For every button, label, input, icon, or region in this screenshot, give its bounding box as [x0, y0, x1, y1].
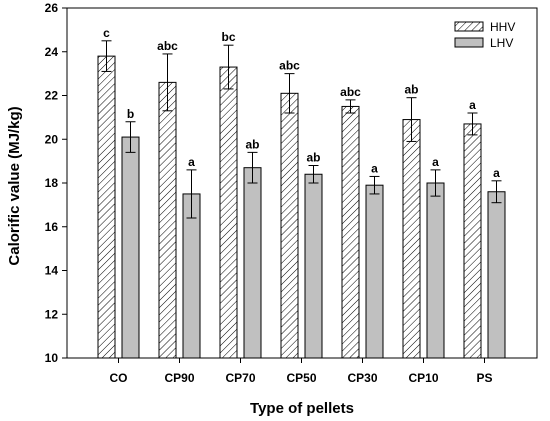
legend-swatch-hhv	[454, 21, 484, 32]
significance-label: abc	[340, 85, 361, 99]
y-tick-label: 22	[45, 89, 59, 103]
significance-label: a	[432, 155, 439, 169]
significance-label: ab	[404, 83, 418, 97]
bar-lhv	[304, 173, 323, 359]
bar-hhv	[97, 55, 116, 359]
significance-label: c	[103, 26, 110, 40]
y-tick-label: 20	[45, 132, 59, 146]
significance-label: a	[371, 161, 378, 175]
bar-lhv	[182, 193, 201, 359]
legend-swatch-lhv	[454, 37, 484, 48]
significance-label: ab	[306, 151, 320, 165]
y-tick-label: 26	[45, 1, 59, 15]
significance-label: ab	[245, 137, 259, 151]
bar-hhv	[402, 119, 421, 359]
significance-label: b	[127, 107, 134, 121]
y-tick-label: 16	[45, 220, 59, 234]
y-tick-label: 24	[45, 45, 59, 59]
x-tick-label: CO	[110, 371, 128, 385]
x-tick-label: CP30	[347, 371, 377, 385]
significance-label: abc	[157, 39, 178, 53]
y-tick-label: 10	[45, 351, 59, 365]
y-tick-label: 12	[45, 307, 59, 321]
bar-hhv	[280, 92, 299, 359]
significance-label: bc	[221, 30, 235, 44]
bar-hhv	[463, 123, 482, 359]
x-tick-label: CP50	[286, 371, 316, 385]
significance-label: a	[493, 166, 500, 180]
bar-lhv	[365, 184, 384, 359]
bar-hhv	[158, 81, 177, 359]
x-tick-label: CP70	[225, 371, 255, 385]
x-tick-label: PS	[476, 371, 492, 385]
bar-lhv	[243, 167, 262, 359]
bar-lhv	[426, 182, 445, 359]
y-tick-label: 18	[45, 176, 59, 190]
y-axis-title: Calorific value (MJ/kg)	[6, 106, 23, 265]
bar-hhv	[219, 66, 238, 359]
legend-label-hhv: HHV	[490, 20, 515, 34]
significance-label: a	[188, 155, 195, 169]
legend-label-lhv: LHV	[490, 36, 513, 50]
bar-lhv	[487, 191, 506, 359]
x-tick-label: CP10	[408, 371, 438, 385]
significance-label: abc	[279, 59, 300, 73]
bar-hhv	[341, 105, 360, 359]
y-tick-label: 14	[45, 264, 59, 278]
x-axis-title: Type of pellets	[250, 400, 354, 417]
plot-area: 10 12 14 16 18 20 22 24 26 CO c b CP90 abc a CP70 bc ab CP…	[45, 1, 538, 385]
x-tick-label: CP90	[164, 371, 194, 385]
significance-label: a	[469, 98, 476, 112]
bar-lhv	[121, 136, 140, 359]
